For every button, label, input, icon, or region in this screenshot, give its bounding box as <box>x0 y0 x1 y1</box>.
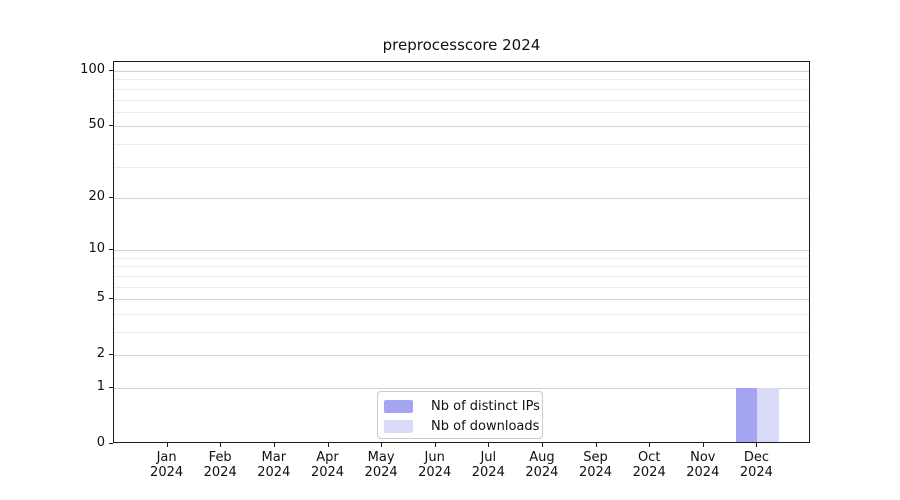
x-tick-mark-Sep <box>595 443 597 447</box>
x-tick-mark-Apr <box>327 443 329 447</box>
y-tick-label-10: 10 <box>88 241 105 257</box>
x-tick-mark-Dec <box>756 443 758 447</box>
minor-gridline-6 <box>114 286 809 288</box>
legend-entry: Nb of downloads <box>384 416 539 436</box>
legend-entry: Nb of distinct IPs <box>384 396 540 416</box>
x-tick-month-Sep: Sep <box>583 450 608 465</box>
x-tick-label-Jan: Jan 2024 <box>139 450 195 480</box>
x-tick-year-Oct: 2024 <box>632 465 666 480</box>
y-tick-label-5: 5 <box>96 290 105 306</box>
chart-title: preprocesscore 2024 <box>382 36 541 54</box>
y-tick-label-50: 50 <box>88 117 105 133</box>
major-gridline-100 <box>114 71 809 72</box>
x-tick-label-Feb: Feb 2024 <box>192 450 248 480</box>
x-tick-year-Sep: 2024 <box>578 465 613 480</box>
y-tick-mark-1 <box>109 387 113 388</box>
major-gridline-5 <box>114 299 809 301</box>
y-tick-label-2: 2 <box>96 346 105 362</box>
x-tick-month-May: May <box>367 450 395 465</box>
y-tick-mark-50 <box>109 125 113 127</box>
x-tick-month-Nov: Nov <box>690 450 716 465</box>
x-tick-month-Dec: Dec <box>743 450 769 465</box>
x-tick-year-Jun: 2024 <box>418 465 452 480</box>
x-tick-mark-Nov <box>702 443 704 447</box>
x-tick-month-Apr: Apr <box>316 450 339 465</box>
major-gridline-20 <box>114 197 809 199</box>
x-tick-label-Dec: Dec 2024 <box>728 450 784 480</box>
x-tick-mark-Jul <box>488 443 490 447</box>
x-tick-mark-Mar <box>273 443 275 447</box>
y-tick-label-20: 20 <box>88 188 105 204</box>
x-tick-label-Apr: Apr 2024 <box>300 450 356 480</box>
major-gridline-2 <box>114 355 809 357</box>
x-tick-year-Aug: 2024 <box>525 465 559 480</box>
x-tick-year-Apr: 2024 <box>310 465 345 480</box>
minor-gridline-70 <box>114 99 809 101</box>
minor-gridline-3 <box>114 332 809 333</box>
y-tick-mark-20 <box>109 196 113 198</box>
x-tick-label-Oct: Oct 2024 <box>621 450 677 480</box>
y-tick-label-100: 100 <box>80 62 105 77</box>
minor-gridline-30 <box>114 166 809 168</box>
legend-rows: Nb of distinct IPs Nb of downloads <box>384 396 540 436</box>
minor-gridline-40 <box>114 143 809 145</box>
minor-gridline-9 <box>114 257 809 259</box>
y-tick-label-1: 1 <box>96 379 105 394</box>
plot-area: Nb of distinct IPs Nb of downloads <box>113 61 810 443</box>
x-tick-label-Jun: Jun 2024 <box>407 450 463 480</box>
y-tick-mark-5 <box>109 298 113 300</box>
y-tick-mark-2 <box>109 354 113 356</box>
legend-label: Nb of downloads <box>431 418 540 434</box>
major-gridline-50 <box>114 126 809 128</box>
x-tick-year-Jul: 2024 <box>471 465 505 480</box>
x-tick-mark-Feb <box>220 443 222 447</box>
x-tick-year-Jan: 2024 <box>150 465 184 480</box>
major-gridline-1 <box>114 388 809 389</box>
x-tick-mark-Aug <box>541 443 543 447</box>
x-tick-year-May: 2024 <box>364 465 398 480</box>
x-tick-year-Mar: 2024 <box>257 465 291 480</box>
x-tick-label-Jul: Jul 2024 <box>460 450 516 480</box>
legend-swatch-nb-of-distinct-ips <box>384 399 413 413</box>
x-tick-month-Aug: Aug <box>529 450 555 465</box>
y-tick-mark-0 <box>109 443 113 444</box>
x-tick-month-Jun: Jun <box>424 450 445 465</box>
minor-gridline-90 <box>114 79 809 81</box>
y-tick-label-0: 0 <box>96 435 105 450</box>
x-tick-label-Aug: Aug 2024 <box>514 450 570 480</box>
bar-nb-of-distinct-ips-Dec <box>735 388 758 442</box>
x-tick-mark-Jan <box>166 443 168 447</box>
legend-swatch-nb-of-downloads <box>384 419 413 433</box>
x-tick-mark-Jun <box>434 443 436 447</box>
x-tick-year-Nov: 2024 <box>686 465 720 480</box>
minor-gridline-60 <box>114 111 809 113</box>
x-tick-year-Dec: 2024 <box>739 465 773 480</box>
minor-gridline-4 <box>114 313 809 315</box>
x-tick-month-Oct: Oct <box>637 450 661 465</box>
minor-gridline-8 <box>114 266 809 268</box>
x-tick-label-May: May 2024 <box>353 450 409 480</box>
bar-nb-of-downloads-Dec <box>757 388 779 442</box>
y-tick-mark-10 <box>109 249 113 251</box>
x-tick-month-Feb: Feb <box>208 450 232 465</box>
minor-gridline-80 <box>114 88 809 90</box>
x-tick-month-Jan: Jan <box>156 450 177 465</box>
x-tick-mark-May <box>381 443 383 447</box>
major-gridline-10 <box>114 250 809 252</box>
minor-gridline-7 <box>114 275 809 277</box>
x-tick-year-Feb: 2024 <box>203 465 237 480</box>
x-tick-mark-Oct <box>649 443 651 447</box>
y-tick-mark-100 <box>109 70 113 71</box>
x-tick-label-Nov: Nov 2024 <box>675 450 731 480</box>
legend: Nb of distinct IPs Nb of downloads <box>377 391 543 439</box>
x-tick-month-Mar: Mar <box>261 450 287 465</box>
legend-label: Nb of distinct IPs <box>431 398 540 414</box>
x-tick-label-Mar: Mar 2024 <box>246 450 302 480</box>
x-tick-month-Jul: Jul <box>480 450 497 465</box>
x-tick-label-Sep: Sep 2024 <box>568 450 624 480</box>
